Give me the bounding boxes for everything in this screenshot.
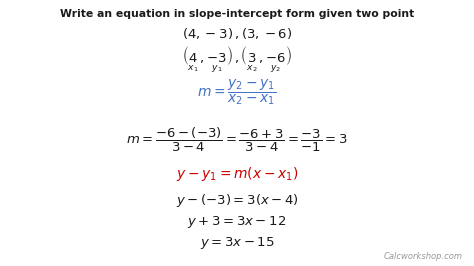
Text: $y=3x-15$: $y=3x-15$: [200, 235, 274, 251]
Text: $y+3=3x-12$: $y+3=3x-12$: [187, 214, 287, 230]
Text: Write an equation in slope-intercept form given two point: Write an equation in slope-intercept for…: [60, 9, 414, 19]
Text: $(4,-3)\,,(3,-6)$: $(4,-3)\,,(3,-6)$: [182, 26, 292, 41]
Text: Calcworkshop.com: Calcworkshop.com: [383, 252, 462, 261]
Text: $y-y_1=m(x-x_1)$: $y-y_1=m(x-x_1)$: [176, 165, 298, 183]
Text: $m=\dfrac{y_2-y_1}{x_2-x_1}$: $m=\dfrac{y_2-y_1}{x_2-x_1}$: [197, 77, 277, 107]
Text: $\left(\underset{x_1}{4}\,,\underset{y_1}{-3}\right)\,,\left(\underset{x_2}{3}\,: $\left(\underset{x_1}{4}\,,\underset{y_1…: [182, 45, 292, 75]
Text: $m=\dfrac{-6-(-3)}{3-4}=\dfrac{-6+3}{3-4}=\dfrac{-3}{-1}=3$: $m=\dfrac{-6-(-3)}{3-4}=\dfrac{-6+3}{3-4…: [126, 126, 348, 154]
Text: $y-(-3)=3(x-4)$: $y-(-3)=3(x-4)$: [176, 192, 298, 209]
